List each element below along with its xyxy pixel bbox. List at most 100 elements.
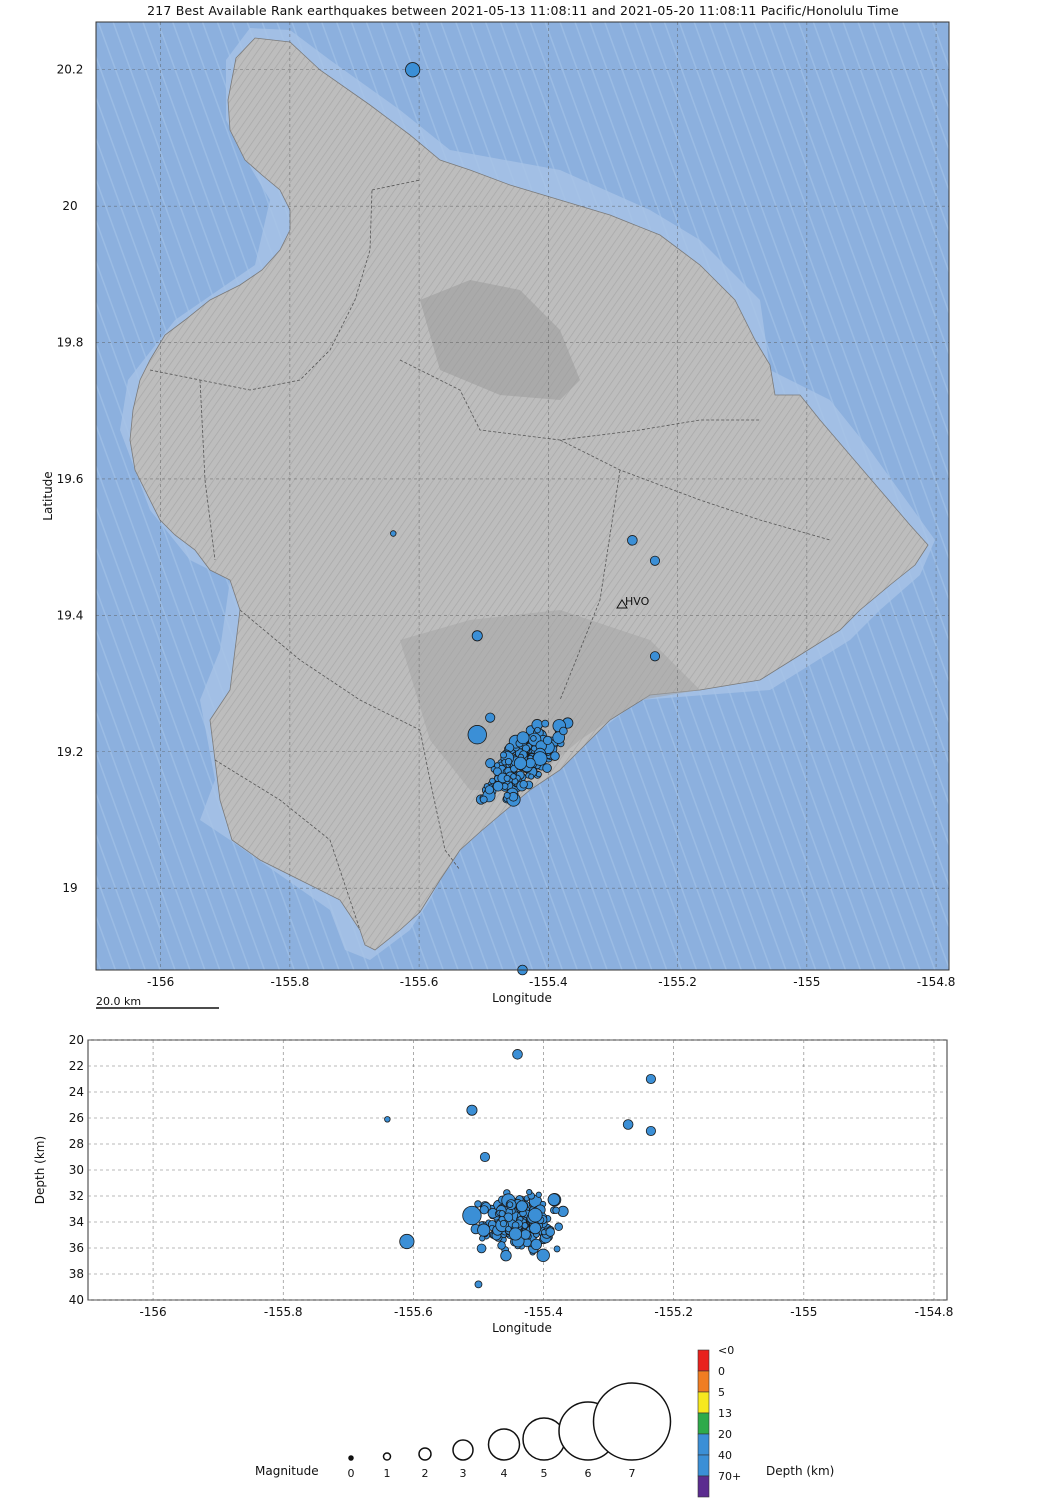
depth-earthquake-marker xyxy=(462,1205,482,1226)
depth-earthquake-marker xyxy=(506,1201,514,1208)
magnitude-legend-label: 2 xyxy=(422,1467,429,1480)
depth-legend-swatch xyxy=(697,1433,710,1456)
map-frame xyxy=(95,21,950,971)
magnitude-legend-circle xyxy=(418,1447,432,1461)
depth-xlabel: Longitude xyxy=(492,1321,552,1335)
depth-legend-swatch xyxy=(697,1475,710,1498)
map-earthquake-marker xyxy=(534,726,541,734)
depth-y-tick-label: 30 xyxy=(69,1163,84,1177)
depth-earthquake-marker xyxy=(477,1223,491,1237)
map-earthquake-marker xyxy=(528,773,535,780)
map-earthquake-marker xyxy=(479,795,488,804)
magnitude-legend-label: 6 xyxy=(585,1467,592,1480)
depth-earthquake-marker xyxy=(500,1250,512,1262)
depth-legend-label: <0 xyxy=(718,1344,734,1357)
hvo-station: HVO xyxy=(616,595,650,609)
map-earthquake-marker xyxy=(492,781,504,792)
map-earthquake-marker xyxy=(542,735,553,746)
magnitude-legend-circle xyxy=(487,1428,521,1461)
depth-color-legend: <0 0 5 13 20 40 70+ xyxy=(697,1344,741,1498)
map-y-tick-label: 19.8 xyxy=(57,336,84,350)
map-earthquake-marker xyxy=(485,712,496,723)
magnitude-legend-circle xyxy=(382,1452,392,1461)
depth-x-tick-label: -155.8 xyxy=(264,1305,303,1319)
plot-title: 217 Best Available Rank earthquakes betw… xyxy=(147,3,899,18)
map-earthquake-marker xyxy=(504,757,513,766)
map-earthquakes xyxy=(390,62,661,976)
magnitude-legend-label: 4 xyxy=(501,1467,508,1480)
depth-legend-swatch xyxy=(697,1370,710,1393)
map-ylabel: Latitude xyxy=(41,471,55,520)
map-xlabel: Longitude xyxy=(492,991,552,1005)
depth-earthquake-marker xyxy=(545,1227,555,1237)
map-x-tick-label: -155.4 xyxy=(529,975,568,989)
depth-earthquake-marker xyxy=(498,1210,506,1218)
depth-x-tick-label: -156 xyxy=(139,1305,166,1319)
depth-cross-section: -156 -155.8 -155.6 -155.4 -155.2 -155 -154.8 2… xyxy=(33,1033,953,1335)
map-y-tick-label: 19 xyxy=(62,881,77,895)
map-earthquake-marker xyxy=(530,735,537,742)
depth-earthquake-marker xyxy=(547,1193,561,1206)
depth-x-tick-label: -154.8 xyxy=(915,1305,954,1319)
map-x-tick-label: -155.2 xyxy=(658,975,697,989)
map-earthquake-marker xyxy=(649,651,661,662)
depth-earthquake-marker xyxy=(535,1191,542,1198)
map-earthquake-marker xyxy=(471,630,483,642)
map-y-ticks: 20.2 20 19.8 19.6 19.4 19.2 19 xyxy=(57,63,84,895)
depth-earthquake-marker xyxy=(399,1233,415,1250)
map-x-tick-label: -155 xyxy=(793,975,820,989)
depth-legend-label: 13 xyxy=(718,1407,732,1420)
map-x-ticks: -156 -155.8 -155.6 -155.4 -155.2 -155 -154.8 xyxy=(147,975,955,989)
depth-y-tick-label: 38 xyxy=(69,1267,84,1281)
depth-legend-label: 70+ xyxy=(718,1470,741,1483)
depth-legend-swatch xyxy=(697,1454,710,1477)
depth-legend-swatch xyxy=(697,1349,710,1372)
magnitude-legend-label: 1 xyxy=(384,1467,391,1480)
depth-y-tick-label: 34 xyxy=(69,1215,84,1229)
depth-legend-label: 5 xyxy=(718,1386,725,1399)
magnitude-legend-circle xyxy=(348,1455,354,1461)
map-x-tick-label: -155.8 xyxy=(271,975,310,989)
map-earthquake-marker xyxy=(503,774,511,782)
map-earthquake-marker xyxy=(489,777,496,785)
depth-y-tick-label: 20 xyxy=(69,1033,84,1047)
station-label: HVO xyxy=(625,595,650,608)
depth-legend-label: 20 xyxy=(718,1428,732,1441)
magnitude-legend: 0 1 2 3 4 5 6 7 xyxy=(348,1382,672,1480)
summit-shade xyxy=(420,280,580,400)
depth-earthquake-marker xyxy=(645,1125,656,1137)
station-triangle-icon xyxy=(616,599,628,609)
depth-x-ticks: -156 -155.8 -155.6 -155.4 -155.2 -155 -154.8 xyxy=(139,1305,953,1319)
depth-earthquake-marker xyxy=(529,1222,542,1235)
magnitude-legend-label: 5 xyxy=(541,1467,548,1480)
depth-legend-label: 40 xyxy=(718,1449,732,1462)
depth-y-tick-label: 36 xyxy=(69,1241,84,1255)
map-earthquake-marker xyxy=(503,791,511,799)
map-gridlines xyxy=(96,22,949,970)
depth-earthquake-marker xyxy=(553,1245,561,1253)
magnitude-legend-title: Magnitude xyxy=(255,1464,319,1478)
map-y-tick-label: 20 xyxy=(62,199,77,213)
map-y-tick-label: 19.2 xyxy=(57,745,84,759)
depth-earthquake-marker xyxy=(508,1227,523,1241)
depth-x-tick-label: -155.6 xyxy=(394,1305,433,1319)
depth-y-ticks: 20 22 24 26 28 30 32 34 36 38 40 xyxy=(69,1033,84,1307)
depth-earthquake-marker xyxy=(497,1241,506,1250)
map-earthquake-marker xyxy=(484,785,494,795)
depth-earthquake-marker xyxy=(516,1200,528,1213)
district-boundaries xyxy=(149,179,831,931)
magnitude-legend-label: 0 xyxy=(348,1467,355,1480)
map-earthquake-marker xyxy=(510,773,517,780)
depth-earthquake-marker xyxy=(526,1189,533,1196)
scale-bar-label: 20.0 km xyxy=(96,995,141,1008)
map-earthquake-marker xyxy=(467,725,487,745)
depth-earthquake-marker xyxy=(479,1151,491,1163)
magnitude-legend-label: 7 xyxy=(629,1467,636,1480)
depth-legend-title: Depth (km) xyxy=(766,1464,834,1478)
depth-earthquake-marker xyxy=(527,1207,543,1223)
depth-x-tick-label: -155.2 xyxy=(654,1305,693,1319)
depth-y-tick-label: 26 xyxy=(69,1111,84,1125)
depth-earthquake-marker xyxy=(520,1229,531,1240)
depth-earthquake-marker xyxy=(476,1243,487,1254)
depth-earthquakes xyxy=(384,1049,656,1289)
